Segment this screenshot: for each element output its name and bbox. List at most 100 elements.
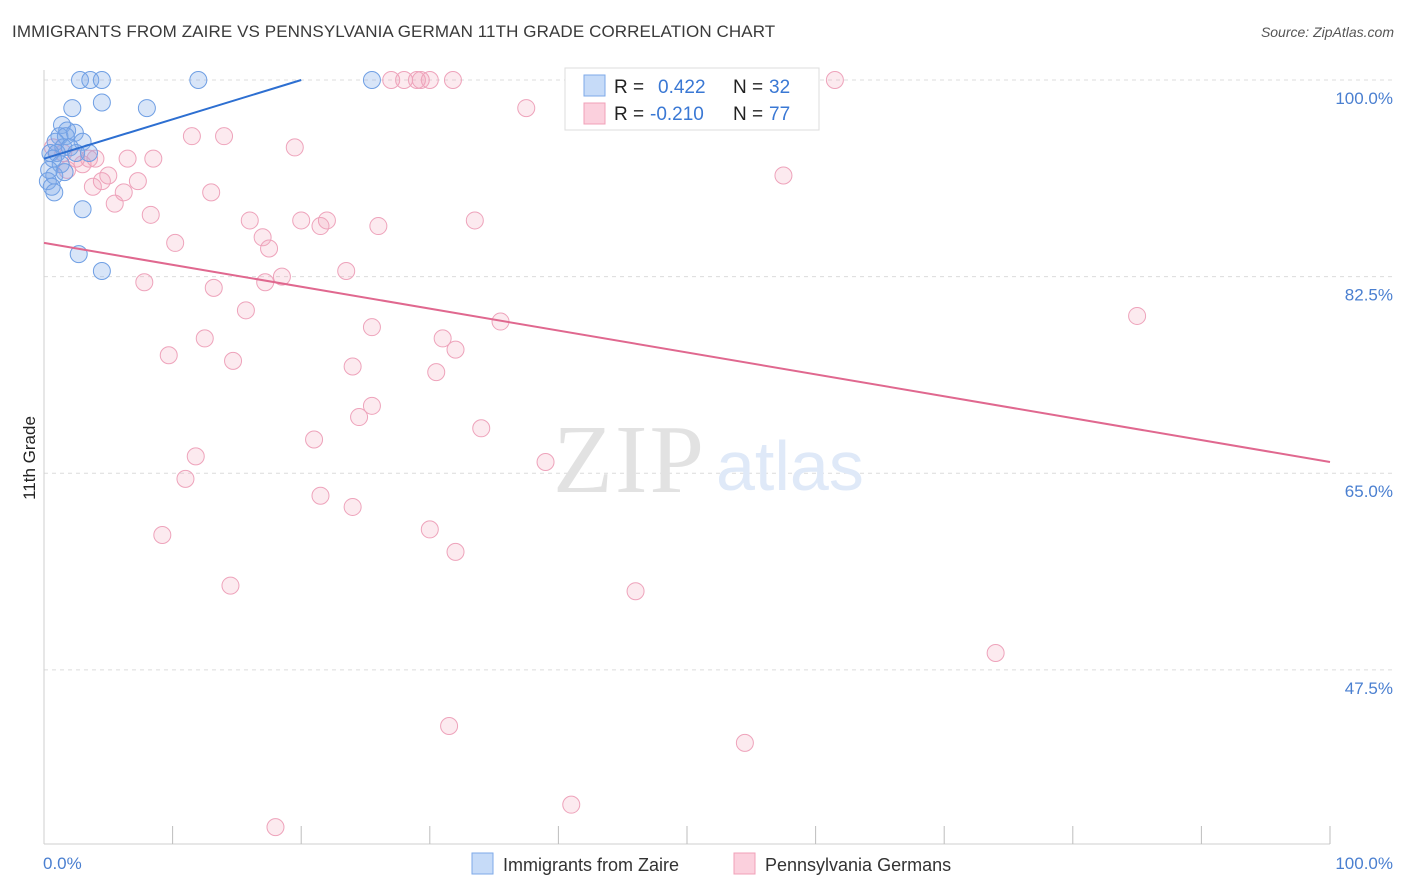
zaire-point — [92, 93, 111, 112]
legend-swatch-zaire — [583, 74, 606, 97]
legend-r-label-penn: R = — [614, 104, 644, 125]
watermark-zip: ZIP — [553, 406, 706, 514]
x-ticks — [172, 826, 1331, 844]
zaire-point — [92, 71, 111, 89]
penn-point — [774, 166, 793, 185]
penn-point — [176, 469, 195, 488]
trend-line-penn — [43, 241, 1331, 463]
penn-point — [337, 262, 356, 280]
penn-point — [128, 172, 147, 191]
penn-point — [517, 99, 536, 118]
legend-n-value-penn: 77 — [769, 104, 790, 125]
penn-point — [141, 205, 160, 224]
legend-n-label-penn: N = — [733, 104, 763, 125]
series-legend-label-penn: Pennsylvania Germans — [765, 855, 951, 875]
penn-point — [195, 329, 214, 348]
series-legend-swatch-penn — [733, 852, 756, 875]
penn-point — [159, 346, 178, 365]
penn-point — [350, 408, 369, 427]
penn-point — [446, 542, 465, 561]
zaire-point — [63, 99, 82, 118]
penn-point — [427, 363, 446, 382]
penn-point — [420, 71, 439, 89]
penn-point — [240, 211, 259, 230]
y-axis-label: 11th Grade — [20, 416, 39, 500]
y-tick-label: 65.0% — [1345, 482, 1393, 501]
penn-point — [215, 127, 234, 146]
zaire-point — [362, 71, 381, 89]
zaire-point — [67, 144, 86, 163]
legend-n-value-zaire: 32 — [769, 77, 790, 98]
trend-line-zaire — [43, 79, 302, 160]
penn-point — [204, 278, 223, 297]
gridlines — [44, 79, 1394, 671]
y-tick-labels: 47.5% 65.0% 82.5% 100.0% — [1335, 89, 1393, 698]
series-legend-label-zaire: Immigrants from Zaire — [503, 855, 679, 875]
penn-point — [311, 486, 330, 505]
penn-point — [465, 211, 484, 230]
penn-point — [285, 138, 304, 157]
penn-point — [1128, 306, 1147, 325]
data-points — [38, 71, 1147, 837]
penn-point — [166, 233, 185, 252]
x-tick-labels: 0.0% 100.0% — [43, 854, 1393, 873]
zaire-point — [56, 127, 75, 146]
y-tick-label: 100.0% — [1335, 89, 1393, 108]
penn-point — [292, 211, 311, 230]
penn-point — [362, 396, 381, 415]
source-credit: Source: ZipAtlas.com — [1260, 24, 1394, 40]
penn-point — [202, 183, 221, 202]
chart-title: IMMIGRANTS FROM ZAIRE VS PENNSYLVANIA GE… — [12, 22, 776, 41]
legend-r-label-zaire: R = — [614, 77, 644, 98]
penn-point — [311, 217, 330, 236]
penn-point — [986, 644, 1005, 662]
y-tick-label: 82.5% — [1345, 286, 1393, 305]
penn-point — [186, 447, 205, 466]
penn-point — [260, 239, 279, 258]
x-tick-label-min: 0.0% — [43, 854, 82, 873]
penn-point — [221, 576, 240, 595]
zaire-point — [55, 163, 74, 182]
legend-r-value-zaire: 0.422 — [658, 77, 706, 98]
penn-point — [305, 430, 324, 449]
x-tick-label-max: 100.0% — [1335, 854, 1393, 873]
penn-point — [153, 526, 172, 545]
zaire-point — [71, 71, 90, 89]
penn-point — [825, 71, 844, 89]
penn-point — [446, 340, 465, 359]
zaire-point — [45, 183, 64, 202]
penn-point — [420, 520, 439, 539]
penn-point — [224, 351, 243, 370]
penn-point — [536, 453, 555, 471]
zaire-point — [137, 99, 156, 118]
penn-point — [135, 273, 154, 292]
y-tick-label: 47.5% — [1345, 679, 1393, 698]
penn-point — [626, 582, 645, 601]
penn-point — [369, 217, 388, 236]
penn-point — [382, 71, 401, 89]
penn-point — [362, 318, 381, 337]
trend-lines — [43, 79, 1331, 463]
legend-swatch-penn — [583, 102, 606, 125]
penn-point — [92, 172, 111, 191]
penn-point — [182, 127, 201, 146]
penn-point — [236, 301, 255, 320]
zaire-point — [92, 262, 111, 280]
penn-point — [118, 149, 137, 168]
penn-point — [272, 267, 291, 286]
series-legend-swatch-zaire — [471, 852, 494, 875]
legend-r-value-penn: -0.210 — [650, 104, 704, 125]
penn-point — [407, 71, 426, 89]
zaire-point — [73, 200, 92, 219]
legend-n-label-zaire: N = — [733, 77, 763, 98]
correlation-legend: R = 0.422 N = 32 R = -0.210 N = 77 — [564, 67, 820, 131]
zaire-point — [189, 71, 208, 89]
penn-point — [562, 795, 581, 814]
correlation-legend-frame — [564, 67, 820, 131]
penn-point — [443, 71, 462, 89]
watermark-atlas: atlas — [716, 427, 864, 505]
penn-point — [433, 329, 452, 348]
watermark: ZIP atlas — [553, 406, 864, 514]
penn-point — [343, 497, 362, 516]
